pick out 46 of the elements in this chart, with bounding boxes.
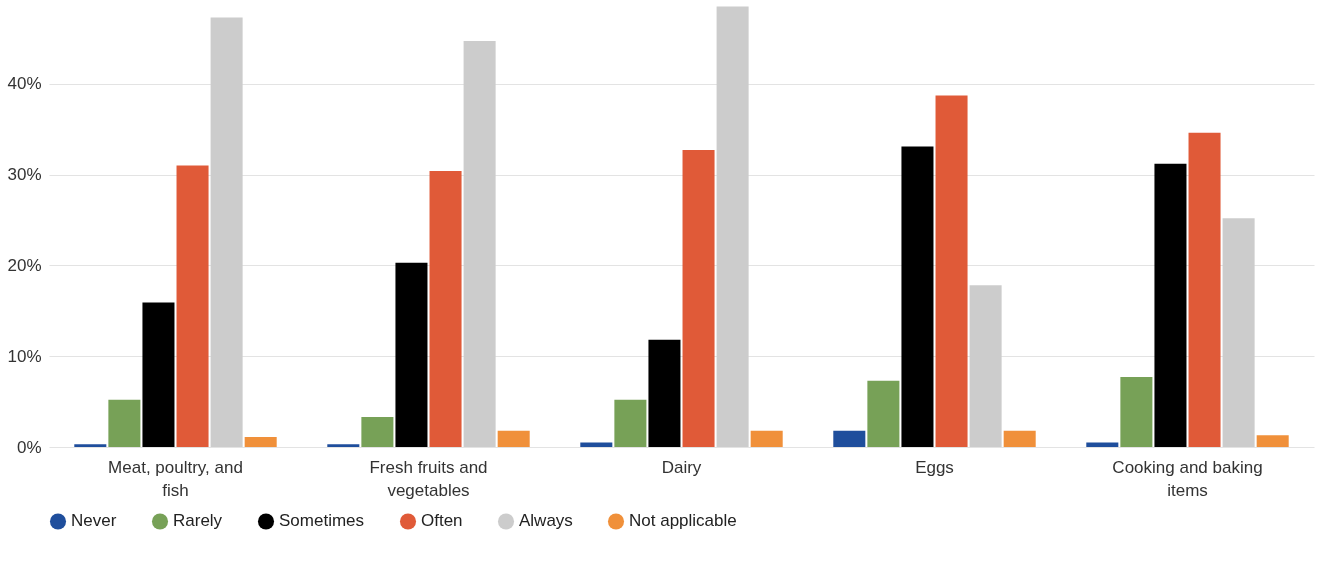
bar: [682, 150, 715, 447]
bar: [429, 170, 462, 447]
bar: [648, 339, 681, 447]
x-tick-label: Cooking and baking items: [1112, 457, 1263, 500]
y-tick-label: 40%: [7, 74, 42, 94]
bar: [74, 444, 107, 447]
bar: [244, 437, 277, 447]
bar: [716, 6, 749, 447]
bar: [327, 444, 360, 447]
bar: [1086, 442, 1119, 447]
legend-label: Rarely: [173, 511, 223, 531]
bar: [867, 380, 900, 447]
bar: [614, 399, 647, 447]
bar: [1256, 435, 1289, 447]
x-tick-label: Eggs: [915, 457, 954, 477]
bar: [750, 430, 783, 447]
y-tick-label: 10%: [7, 346, 42, 366]
bar: [580, 442, 613, 447]
bar: [1003, 430, 1036, 447]
bar: [497, 430, 530, 447]
bar: [1222, 218, 1255, 447]
legend-label: Always: [519, 511, 573, 531]
legend-label: Often: [421, 511, 463, 531]
bar: [1120, 377, 1153, 447]
bar: [108, 399, 141, 447]
bar: [361, 417, 394, 447]
bar: [395, 262, 428, 447]
legend-label: Never: [71, 511, 117, 531]
legend-label: Sometimes: [279, 511, 365, 531]
y-tick-label: 0%: [16, 437, 42, 457]
bar: [901, 146, 934, 447]
y-tick-label: 30%: [7, 165, 42, 185]
bar: [1154, 163, 1187, 447]
bar: [463, 41, 496, 447]
x-tick-label: Fresh fruits and vegetables: [369, 457, 488, 500]
bar: [210, 17, 243, 447]
legend-label: Not applicable: [629, 511, 737, 531]
bar: [176, 165, 209, 447]
bar: [833, 430, 866, 447]
x-tick-label: Dairy: [661, 457, 702, 477]
y-tick-label: 20%: [7, 255, 42, 275]
bar: [142, 302, 175, 447]
bar: [935, 95, 968, 447]
x-tick-label: Meat, poultry, and fish: [108, 457, 243, 500]
bar: [1188, 132, 1221, 447]
bar: [969, 285, 1002, 447]
